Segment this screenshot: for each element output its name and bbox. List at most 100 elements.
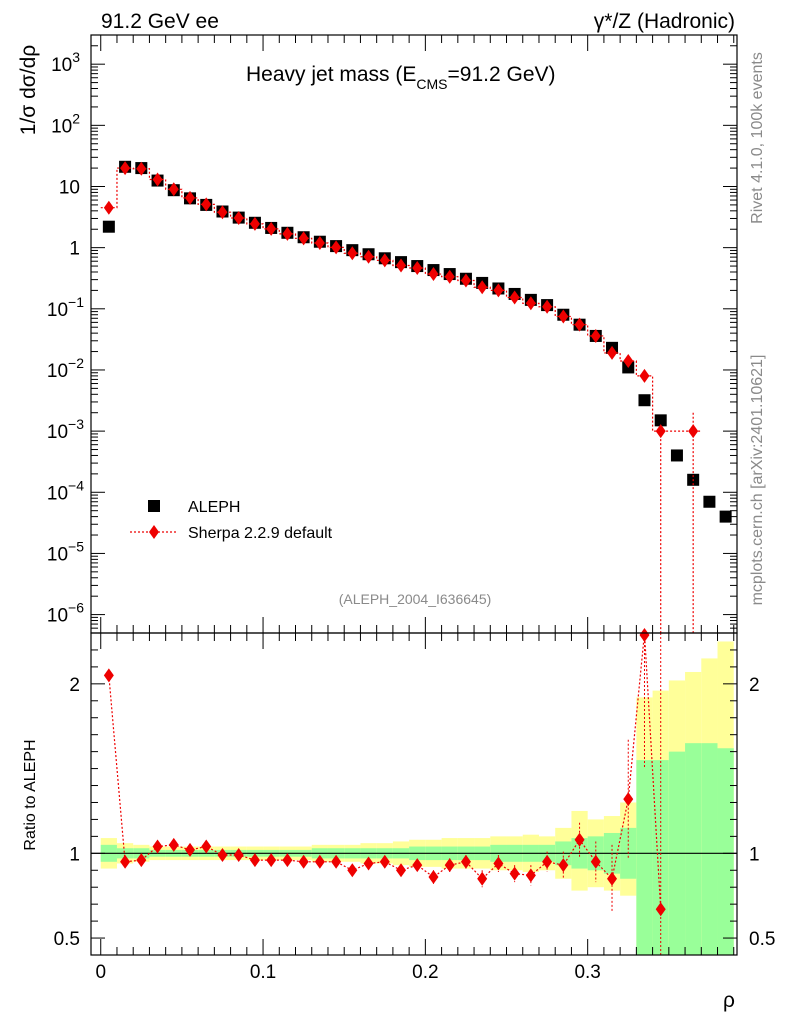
ratio-point xyxy=(314,854,325,869)
ratio-point xyxy=(266,853,277,868)
header-right: γ*/Z (Hadronic) xyxy=(594,10,735,33)
band-inner xyxy=(685,743,702,955)
y-tick-label: 10−4 xyxy=(47,477,84,504)
ratio-y-tick-label: 1 xyxy=(69,844,80,865)
ratio-point xyxy=(298,854,309,869)
ratio-point xyxy=(525,868,536,883)
sherpa-point xyxy=(509,290,520,305)
legend-label-aleph: ALEPH xyxy=(188,499,240,516)
header-left: 91.2 GeV ee xyxy=(101,10,219,33)
mcplots-label: mcplots.cern.ch [arXiv:2401.10621] xyxy=(749,355,766,606)
legend-marker-sherpa xyxy=(149,525,159,539)
band-inner xyxy=(717,748,734,955)
ratio-point xyxy=(282,853,293,868)
ratio-point xyxy=(347,863,358,878)
ratio-point xyxy=(574,832,585,847)
y-tick-label: 1 xyxy=(69,239,80,260)
ratio-point xyxy=(233,848,244,863)
sherpa-point xyxy=(331,240,342,255)
sherpa-point xyxy=(590,328,601,343)
aleph-point xyxy=(703,495,716,508)
ratio-y-tick-label-right: 2 xyxy=(749,675,760,696)
ratio-point xyxy=(331,854,342,869)
ratio-point xyxy=(396,863,407,878)
y-tick-label: 10−6 xyxy=(47,600,84,627)
rivet-label: Rivet 4.1.0, 100k events xyxy=(749,52,766,224)
ratio-point xyxy=(152,839,163,854)
sherpa-point xyxy=(493,283,504,298)
sherpa-point xyxy=(477,280,488,295)
sherpa-point xyxy=(396,258,407,273)
x-tick-label: 0 xyxy=(95,962,106,983)
ratio-point xyxy=(103,668,114,683)
sherpa-point xyxy=(103,200,114,215)
ratio-point xyxy=(201,839,212,854)
sherpa-point xyxy=(444,269,455,284)
ratio-point xyxy=(217,848,228,863)
y-tick-label: 102 xyxy=(51,110,80,137)
y-tick-label: 10 xyxy=(59,177,80,198)
ratio-point xyxy=(460,854,471,869)
band-inner xyxy=(636,760,653,955)
y-tick-label: 103 xyxy=(51,49,80,76)
sherpa-point xyxy=(655,424,666,439)
ratio-y-tick-label-right: 0.5 xyxy=(749,929,775,950)
aleph-point xyxy=(654,414,667,427)
ratio-point xyxy=(363,856,374,871)
ratio-point xyxy=(477,871,488,886)
ratio-point xyxy=(558,858,569,873)
sherpa-point xyxy=(314,236,325,251)
sherpa-point xyxy=(168,182,179,197)
ratio-point xyxy=(168,837,179,852)
sherpa-point xyxy=(688,424,699,439)
main-frame xyxy=(90,34,738,634)
sherpa-point xyxy=(639,368,650,383)
ratio-panel: 0 0.1 0.2 0.3 0.5 0.5 1 1 2 2 xyxy=(54,628,775,983)
ratio-y-tick-label-right: 1 xyxy=(749,844,760,865)
sherpa-point xyxy=(201,197,212,212)
ratio-point xyxy=(542,854,553,869)
sherpa-point xyxy=(558,309,569,324)
ratio-point xyxy=(493,856,504,871)
sherpa-point xyxy=(623,354,634,369)
sherpa-point xyxy=(185,190,196,205)
ratio-point xyxy=(655,902,666,917)
ratio-point xyxy=(639,628,650,642)
ratio-point xyxy=(249,853,260,868)
sherpa-point xyxy=(266,221,277,236)
ratio-point xyxy=(379,854,390,869)
sherpa-point xyxy=(428,267,439,282)
ratio-point xyxy=(120,854,131,869)
ratio-point xyxy=(185,842,196,857)
band-inner xyxy=(701,743,718,955)
ratio-y-tick-label: 0.5 xyxy=(54,929,80,950)
x-tick-label: 0.2 xyxy=(412,962,438,983)
sherpa-point xyxy=(233,211,244,226)
sherpa-point xyxy=(607,345,618,360)
ratio-frame xyxy=(90,632,738,956)
legend-marker-aleph xyxy=(148,500,160,512)
sherpa-point xyxy=(525,296,536,311)
sherpa-point xyxy=(152,172,163,187)
x-tick-label: 0.1 xyxy=(250,962,276,983)
y-tick-label: 10−5 xyxy=(47,538,84,565)
legend: ALEPH Sherpa 2.2.9 default xyxy=(130,499,333,542)
y-tick-label: 10−2 xyxy=(47,355,84,382)
sherpa-point xyxy=(542,299,553,314)
sherpa-point xyxy=(412,260,423,275)
sherpa-point xyxy=(460,273,471,288)
legend-label-sherpa: Sherpa 2.2.9 default xyxy=(188,525,333,542)
sherpa-point xyxy=(298,231,309,246)
sherpa-point xyxy=(217,205,228,220)
analysis-watermark: (ALEPH_2004_I636645) xyxy=(339,591,492,607)
ratio-point xyxy=(623,792,634,807)
aleph-point xyxy=(719,510,732,523)
y-tick-label: 10−1 xyxy=(47,294,84,321)
ratio-point xyxy=(590,854,601,869)
ratio-line xyxy=(108,632,662,910)
sherpa-point xyxy=(363,249,374,264)
aleph-point xyxy=(638,394,651,407)
sherpa-point xyxy=(249,216,260,231)
ratio-point xyxy=(428,870,439,885)
main-ylabel: 1/σ dσ/dρ xyxy=(17,45,40,135)
